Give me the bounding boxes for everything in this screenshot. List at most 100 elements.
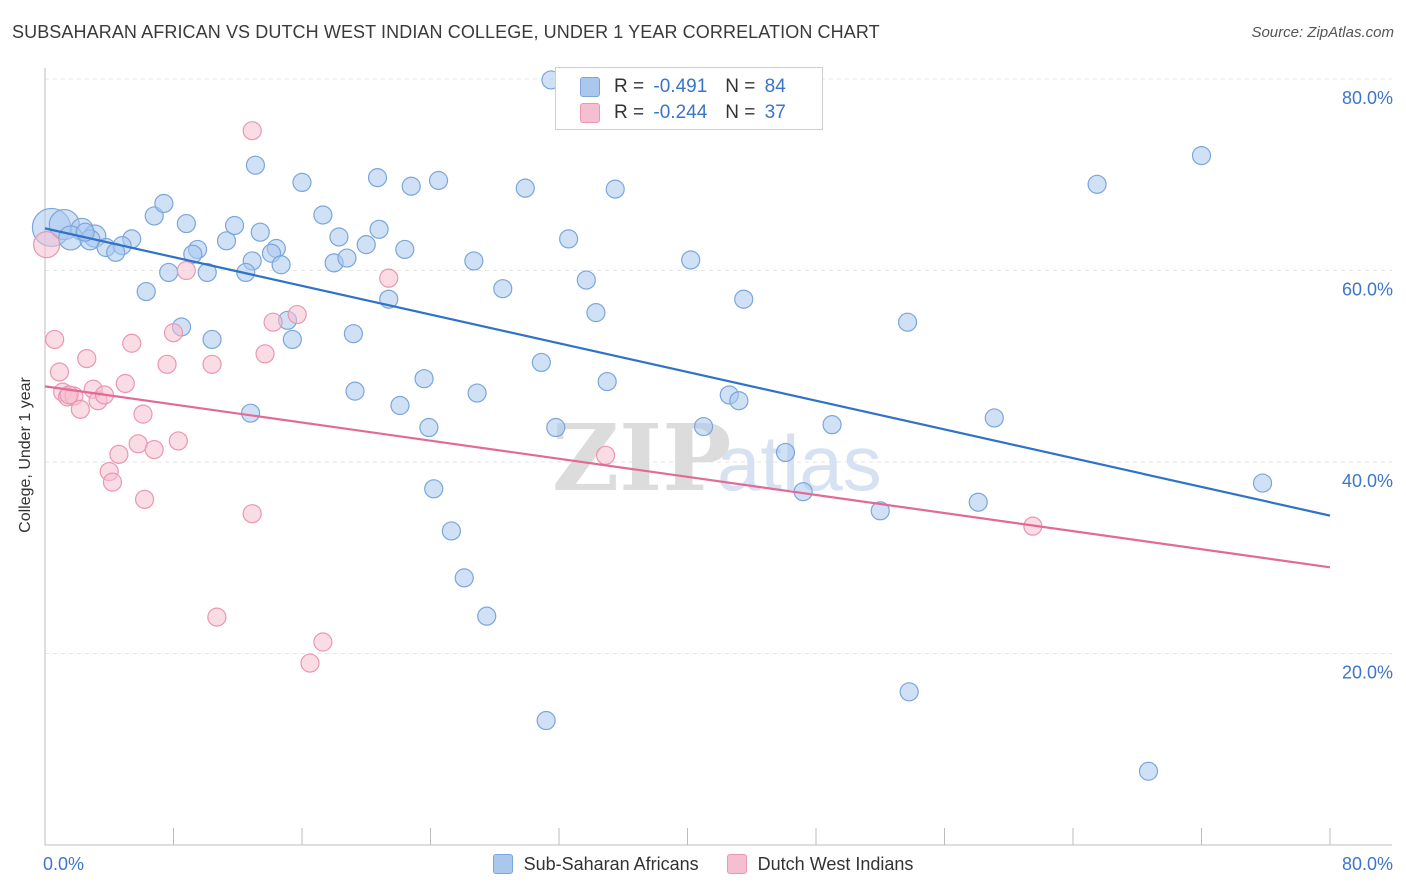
point-sub-saharan [428,170,449,191]
trend-line-pink [44,385,1331,569]
point-sub-saharan [605,179,625,199]
point-sub-saharan [390,395,410,416]
point-sub-saharan [419,417,439,438]
point-sub-saharan [822,415,842,435]
point-dutch-west-indian [144,439,164,460]
point-dutch-west-indian [128,434,148,454]
point-sub-saharan [515,178,535,198]
y-tick-label: 20.0% [1342,663,1393,683]
point-sub-saharan [292,172,312,193]
legend-r-value: -0.491 [653,76,708,97]
point-dutch-west-indian [109,444,129,464]
trend-line-blue [44,227,1331,517]
legend-r-label: R = [614,76,645,97]
point-sub-saharan [681,250,701,270]
series-dutch-west-indians [33,121,1043,673]
x-tick-label: 80.0% [1342,854,1393,874]
point-dutch-west-indian [263,312,283,332]
point-sub-saharan [454,568,474,588]
point-dutch-west-indian [70,399,90,419]
legend-swatch-pink [726,854,747,874]
legend-row-blue: R = -0.491 N = 84 [580,75,786,99]
y-tick-label: 80.0% [1342,88,1393,108]
point-dutch-west-indian [595,445,616,465]
point-sub-saharan [693,416,714,437]
point-dutch-west-indian [133,404,153,424]
point-sub-saharan [369,219,389,239]
point-sub-saharan [271,255,291,275]
point-dutch-west-indian [115,373,135,394]
point-dutch-west-indian [379,268,399,288]
legend-swatch-blue [492,854,513,874]
point-sub-saharan [729,391,749,411]
point-sub-saharan [899,682,919,702]
point-dutch-west-indian [300,653,320,673]
point-sub-saharan [159,262,179,283]
point-sub-saharan [136,281,156,302]
point-sub-saharan [197,262,217,283]
point-dutch-west-indian [255,344,275,364]
point-dutch-west-indian [313,632,333,652]
trend-lines [44,227,1331,569]
series-legend: Sub-Saharan Africans Dutch West Indians [0,852,1406,876]
point-sub-saharan [313,205,333,225]
legend-n-value: 37 [764,102,786,123]
point-sub-saharan [343,324,363,344]
source-label: Source: ZipAtlas.com [1251,24,1394,41]
point-sub-saharan [536,710,556,731]
point-sub-saharan [337,248,357,268]
point-sub-saharan [559,229,579,249]
point-sub-saharan [216,231,237,251]
legend-item-dutch-west-indians: Dutch West Indians [726,853,914,875]
point-sub-saharan [897,312,918,332]
point-dutch-west-indian [242,504,262,524]
correlation-legend: R = -0.491 N = 84 R = -0.244 N = 37 [555,67,823,130]
point-dutch-west-indian [163,323,184,343]
point-sub-saharan [183,244,203,264]
legend-swatch-pink [580,103,600,123]
point-sub-saharan [1138,761,1159,781]
point-sub-saharan [586,303,606,323]
legend-item-sub-saharan-africans: Sub-Saharan Africans [492,854,699,875]
point-sub-saharan [250,222,270,242]
point-dutch-west-indian [122,333,142,353]
point-sub-saharan [576,270,596,290]
point-sub-saharan [1191,146,1212,166]
point-sub-saharan [356,235,376,255]
point-sub-saharan [395,239,415,260]
legend-swatch-blue [580,77,600,97]
point-sub-saharan [367,168,388,188]
point-dutch-west-indian [134,489,155,509]
point-dutch-west-indian [102,472,123,492]
grid-layer [45,78,1392,654]
legend-r-value: -0.244 [653,102,708,123]
point-sub-saharan [329,227,349,247]
legend-n-label: N = [725,76,756,97]
point-sub-saharan [345,381,365,401]
legend-n-label: N = [725,102,756,123]
point-dutch-west-indian [207,607,227,627]
point-sub-saharan [1087,174,1107,194]
point-dutch-west-indian [176,260,196,281]
legend-row-pink: R = -0.244 N = 37 [580,101,786,125]
point-sub-saharan [224,215,245,236]
point-sub-saharan [154,193,174,214]
point-sub-saharan [984,408,1004,428]
point-dutch-west-indian [287,304,307,325]
point-sub-saharan [176,213,196,234]
point-sub-saharan [597,371,617,392]
point-dutch-west-indian [77,348,97,369]
chart-title: SUBSAHARAN AFRICAN VS DUTCH WEST INDIAN … [12,22,880,42]
point-dutch-west-indian [33,231,61,259]
point-sub-saharan [245,155,266,175]
point-sub-saharan [968,492,988,512]
y-tick-label: 60.0% [1342,280,1393,300]
legend-r-label: R = [614,102,645,123]
point-sub-saharan [870,501,890,521]
point-sub-saharan [493,279,513,299]
legend-label: Dutch West Indians [757,853,914,874]
legend-n-value: 84 [764,76,786,97]
point-sub-saharan [546,417,566,438]
